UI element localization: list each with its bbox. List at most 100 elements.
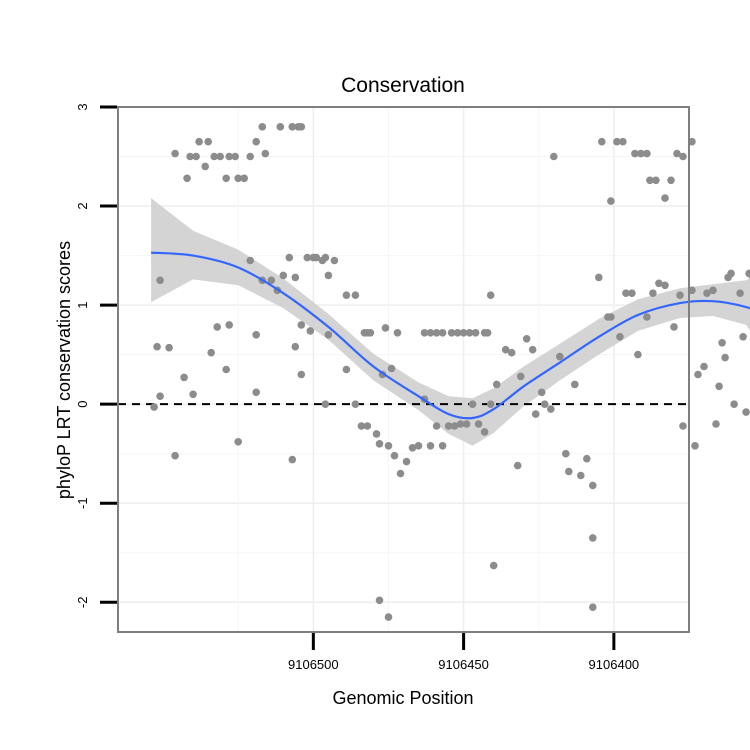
data-point	[297, 370, 306, 379]
data-point	[192, 152, 200, 161]
data-point	[583, 454, 591, 463]
data-point	[577, 471, 585, 480]
data-point	[589, 603, 597, 611]
data-point	[189, 390, 197, 399]
data-point	[240, 174, 248, 183]
data-point	[628, 289, 636, 298]
data-point	[730, 400, 738, 409]
data-point	[390, 451, 399, 460]
y-tick-label: 0	[75, 401, 90, 408]
data-point	[459, 329, 468, 337]
data-point	[324, 331, 333, 339]
data-point	[688, 286, 696, 295]
data-points	[150, 123, 750, 621]
data-point	[571, 380, 579, 389]
data-point	[342, 365, 351, 374]
data-point	[622, 289, 630, 298]
data-point	[547, 405, 555, 413]
data-point	[550, 152, 558, 161]
data-point	[456, 420, 465, 428]
data-point	[420, 329, 429, 337]
data-point	[727, 269, 735, 278]
data-point	[291, 342, 300, 351]
data-point	[153, 342, 161, 351]
smooth-fit-line	[151, 251, 750, 420]
data-point	[721, 353, 729, 362]
data-point	[703, 289, 711, 298]
data-point	[180, 373, 188, 382]
data-point	[742, 408, 750, 416]
data-point	[252, 331, 260, 339]
data-point	[426, 442, 435, 450]
data-point	[252, 388, 260, 397]
y-tick-label: -2	[75, 597, 90, 609]
data-point	[402, 457, 411, 466]
data-point	[556, 352, 564, 361]
data-point	[357, 422, 366, 430]
data-point	[438, 442, 447, 450]
fit-line	[151, 251, 750, 420]
x-tick-label: 9106450	[438, 657, 489, 672]
data-point	[507, 348, 516, 357]
data-point	[225, 152, 233, 161]
data-point	[387, 364, 396, 373]
data-point	[619, 137, 627, 146]
data-point	[156, 276, 164, 285]
data-point	[652, 176, 660, 185]
data-point	[186, 152, 194, 161]
data-point	[667, 176, 675, 185]
x-axis-ticks: 9106500 9106450 9106400	[288, 633, 639, 672]
data-point	[450, 422, 459, 430]
data-point	[501, 345, 510, 354]
data-point	[462, 420, 471, 428]
data-point	[195, 137, 203, 146]
data-point	[522, 335, 531, 343]
data-point	[222, 174, 230, 183]
x-axis-label: Genomic Position	[332, 688, 473, 708]
data-point	[183, 174, 191, 183]
data-point	[285, 253, 294, 262]
data-point	[201, 162, 209, 171]
data-point	[408, 444, 417, 452]
data-point	[613, 137, 621, 146]
data-point	[589, 481, 597, 490]
data-point	[528, 345, 537, 354]
data-point	[715, 382, 723, 391]
data-point	[516, 372, 525, 381]
data-point	[306, 327, 315, 335]
data-point	[171, 149, 179, 158]
data-point	[447, 329, 456, 337]
y-axis-ticks: -2 -1 0 1 2 3	[75, 103, 117, 608]
data-point	[252, 137, 260, 146]
data-point	[372, 430, 381, 438]
data-point	[393, 329, 402, 337]
data-point	[471, 329, 480, 337]
data-point	[486, 400, 495, 409]
data-point	[670, 323, 678, 331]
data-point	[396, 469, 405, 478]
data-point	[679, 422, 687, 430]
data-point	[736, 289, 744, 298]
data-point	[453, 329, 462, 337]
data-point	[225, 321, 233, 329]
confidence-band-area	[151, 198, 750, 446]
data-point	[381, 324, 390, 332]
data-point	[486, 291, 495, 300]
data-point	[171, 451, 179, 460]
data-point	[444, 422, 453, 430]
data-point	[156, 392, 164, 401]
data-point	[694, 370, 702, 379]
data-point	[643, 149, 651, 158]
data-point	[595, 273, 603, 282]
data-point	[643, 313, 651, 321]
y-axis-label: phyloP LRT conservation scores	[54, 241, 74, 499]
data-point	[688, 137, 696, 146]
data-point	[321, 253, 330, 262]
data-point	[712, 420, 720, 428]
data-point	[634, 350, 642, 359]
data-point	[700, 362, 708, 371]
y-tick-label: 1	[75, 301, 90, 308]
data-point	[691, 442, 699, 450]
data-point	[222, 365, 230, 374]
